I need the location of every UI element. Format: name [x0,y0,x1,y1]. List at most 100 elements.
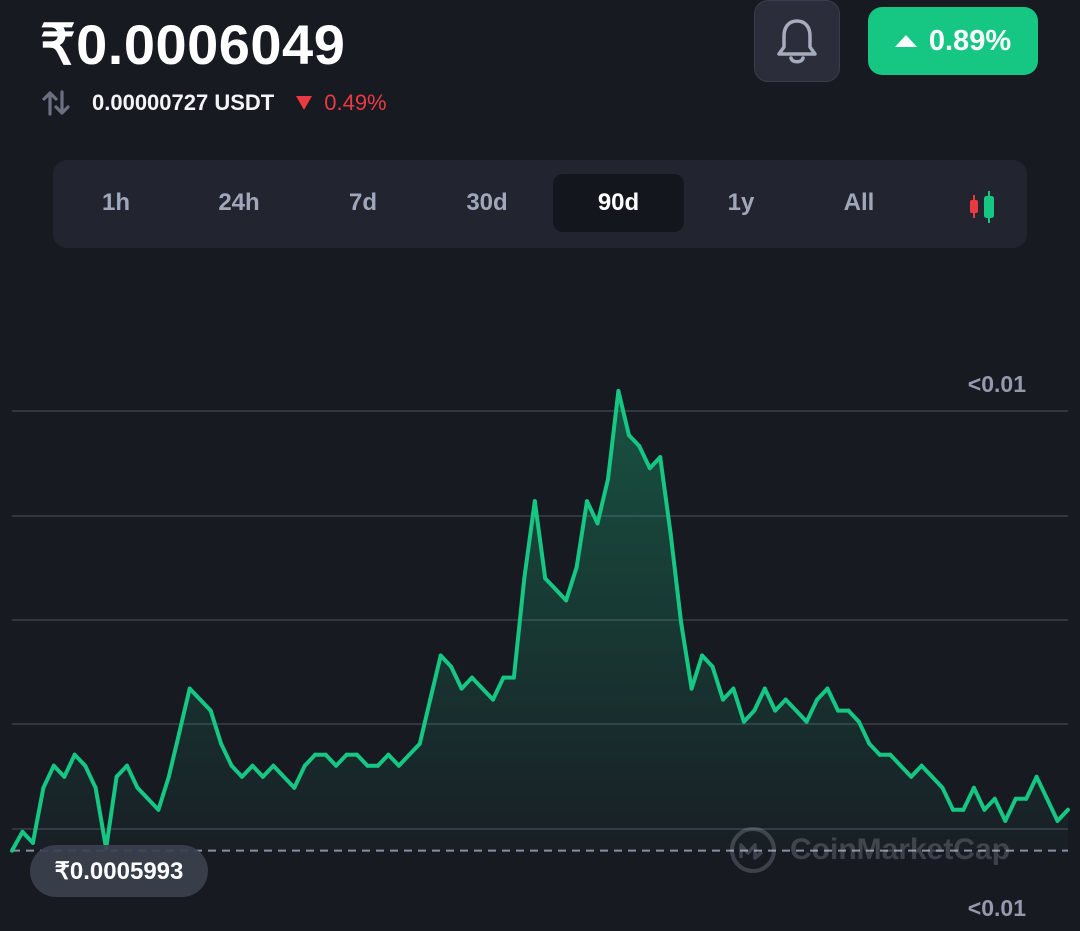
price-line-segment [585,499,600,526]
price-line-segment [762,686,778,713]
price-line-segment [302,752,318,768]
y-axis-bottom-label: <0.01 [967,895,1026,921]
price-line-segment [658,455,673,537]
price-line-segment [825,686,840,713]
price-line-segment [125,763,140,790]
price-line-segment [856,719,872,746]
price-line-segment [992,796,1008,823]
tab-30d[interactable]: 30d [466,189,508,216]
price-line-segment [668,532,684,625]
coinmarketcap-watermark: CoinMarketCap [728,822,1010,878]
y-axis-top-label: <0.01 [967,371,1026,397]
price-area-fill [12,391,1068,851]
price-line-segment [1034,774,1050,801]
price-value: ₹0.0006049 [40,13,346,76]
price-line-segment [794,708,809,724]
price-line-segment [260,763,276,779]
price-line-segment [292,763,307,790]
price-line-segment [846,708,861,724]
usdt-value: 0.00000727 USDT [92,90,275,115]
price-line-segment [83,763,98,790]
price-line-segment [334,752,349,768]
price-change-badge[interactable]: 0.89% [868,7,1038,75]
price-line-segment [564,565,579,603]
price-line-segment [919,763,935,779]
price-line-segment [930,774,945,790]
price-chart [10,389,1070,853]
price-line-segment [1003,796,1018,823]
price-line-segment [679,620,694,691]
price-line-segment [250,763,265,779]
price-line-segment [93,785,109,851]
price-line-segment [616,389,631,438]
tab-1y[interactable]: 1y [727,189,755,216]
usdt-change-value: 0.49% [324,90,387,115]
candlestick-icon[interactable] [965,190,999,224]
tab-7d[interactable]: 7d [348,189,377,216]
price-line-segment [522,499,537,581]
bell-icon [777,19,817,64]
usdt-price-row: 0.00000727 USDT 0.49% [40,86,387,120]
price-line-segment [689,653,705,691]
price-line-segment [1055,807,1070,823]
price-line-segment [20,829,35,845]
price-line-segment [208,708,224,746]
price-line-segment [281,774,297,790]
price-line-segment [386,752,401,768]
price-line-segment [783,697,799,713]
price-alert-button[interactable] [754,0,840,82]
tab-90d[interactable]: 90d [553,174,684,232]
price-line-segment [323,752,339,768]
price-line-segment [700,653,715,669]
price-line-segment [971,785,987,812]
price-line-segment [156,774,171,812]
price-change-value: 0.89% [928,24,1012,57]
price-line-segment [114,763,129,779]
watermark-text: CoinMarketCap [790,833,1011,866]
price-line-segment [355,752,370,768]
tab-all[interactable]: All [843,189,875,216]
price-line-segment [30,785,46,845]
swap-vertical-icon[interactable] [40,87,72,119]
price-line-segment [135,785,150,801]
price-line-segment [532,499,548,581]
price-line-segment [375,752,391,768]
chart-min-price-badge: ₹0.0005993 [30,845,208,897]
price-line-segment [804,697,820,724]
price-line-segment [229,763,244,779]
price-line-segment [491,675,506,702]
price-line-segment [240,763,255,779]
price-line-segment [166,730,182,779]
price-line-segment [574,499,589,570]
price-line-segment [1024,774,1039,801]
price-line-segment [407,741,422,757]
price-line-segment [187,686,203,702]
price-line [10,389,1070,853]
triangle-up-icon [894,35,917,47]
tab-1h[interactable]: 1h [101,189,130,216]
triangle-down-icon [296,96,313,110]
price-line-segment [961,785,976,812]
tab-24h[interactable]: 24h [218,189,260,216]
price-line-segment [867,741,882,757]
price-line-segment [72,752,88,768]
price-line-segment [982,796,997,812]
price-line-segment [606,389,621,482]
price-line-segment [940,785,955,812]
price-line-segment [104,774,119,851]
usdt-change: 0.49% [296,90,387,116]
price-line-segment [396,752,412,768]
price-line-segment [752,686,767,713]
price-line-segment [898,763,914,779]
price-line-segment [888,752,903,768]
price-line-segment [449,664,464,691]
price-line-segment [51,763,67,779]
price-line-segment [438,653,454,669]
price-line-segment [428,653,443,702]
price-line-segment [41,763,56,790]
price-line-segment [511,576,527,680]
price-line-segment [773,697,788,713]
price-line-segment [637,444,652,471]
price-line-segment [62,752,77,779]
time-range-tabs: 1h 24h 7d 30d 90d 1y All [53,160,1027,248]
